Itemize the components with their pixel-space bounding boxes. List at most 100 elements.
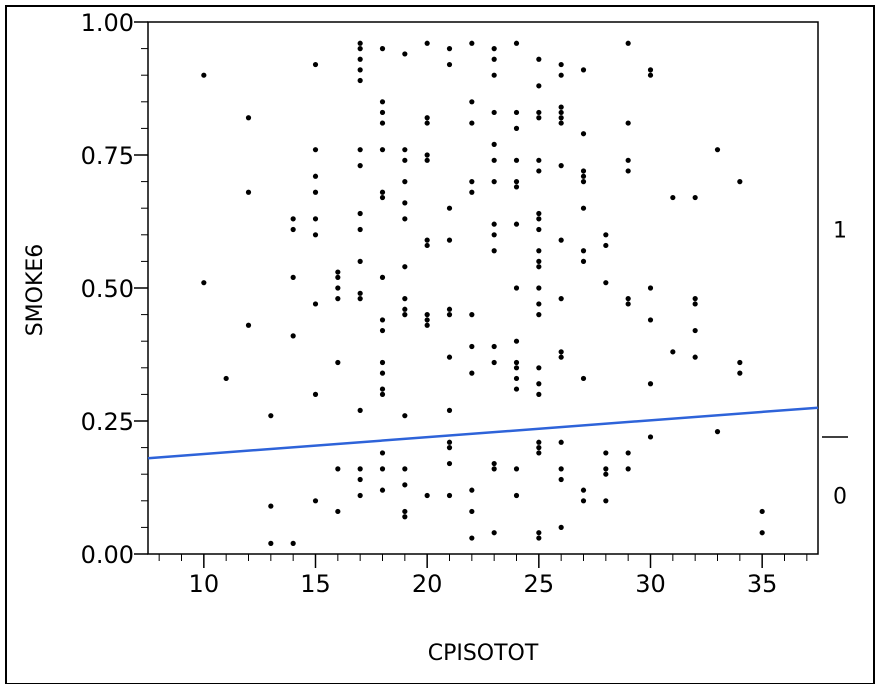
data-point bbox=[312, 301, 319, 307]
data-point bbox=[491, 157, 497, 163]
data-point bbox=[402, 157, 408, 163]
data-point bbox=[558, 476, 564, 483]
data-point bbox=[647, 317, 654, 323]
data-point bbox=[379, 327, 386, 334]
data-point bbox=[625, 168, 631, 174]
data-point bbox=[201, 72, 207, 78]
data-point bbox=[491, 221, 497, 227]
data-point bbox=[312, 61, 319, 68]
data-point bbox=[647, 67, 654, 73]
data-point bbox=[424, 120, 430, 126]
data-point bbox=[424, 40, 430, 46]
data-point bbox=[491, 56, 497, 62]
data-point bbox=[379, 450, 386, 456]
data-point bbox=[536, 258, 542, 264]
data-point bbox=[625, 301, 631, 307]
x-tick-label: 25 bbox=[524, 570, 555, 598]
data-point bbox=[536, 285, 542, 291]
data-point bbox=[446, 407, 453, 413]
data-point bbox=[312, 147, 319, 153]
data-point bbox=[424, 317, 430, 323]
data-point bbox=[312, 232, 319, 238]
data-point bbox=[513, 386, 520, 392]
data-point bbox=[536, 109, 542, 116]
data-point bbox=[402, 179, 408, 185]
data-point bbox=[625, 466, 631, 472]
data-point bbox=[558, 163, 564, 169]
data-point bbox=[402, 147, 408, 153]
data-points bbox=[201, 40, 765, 546]
data-point bbox=[357, 466, 363, 472]
data-point bbox=[536, 248, 542, 254]
data-point bbox=[513, 125, 520, 131]
data-point bbox=[357, 210, 363, 217]
data-point bbox=[536, 83, 542, 89]
y-tick-label: 0.50 bbox=[81, 275, 134, 303]
y-tick-label: 1.00 bbox=[81, 9, 134, 37]
data-point bbox=[469, 120, 475, 126]
data-point bbox=[558, 115, 564, 121]
right-category-axis: 10 bbox=[822, 218, 848, 509]
data-point bbox=[491, 46, 497, 52]
data-point bbox=[469, 343, 475, 350]
y-tick-label: 0.25 bbox=[81, 408, 134, 436]
data-point bbox=[402, 51, 408, 57]
data-point bbox=[625, 296, 631, 302]
data-point bbox=[312, 189, 319, 195]
data-point bbox=[580, 205, 587, 211]
data-point bbox=[558, 296, 564, 302]
data-point bbox=[335, 269, 341, 275]
data-point bbox=[536, 439, 542, 445]
data-point bbox=[201, 280, 207, 286]
data-point bbox=[357, 290, 363, 296]
data-point bbox=[357, 296, 363, 302]
data-point bbox=[513, 285, 520, 291]
data-point bbox=[245, 322, 252, 328]
data-point bbox=[580, 131, 587, 137]
data-point bbox=[558, 104, 564, 110]
data-point bbox=[290, 226, 296, 233]
data-point bbox=[446, 445, 453, 451]
data-point bbox=[379, 466, 386, 472]
data-point bbox=[513, 221, 520, 227]
data-point bbox=[513, 466, 520, 472]
right-axis-category-label: 0 bbox=[833, 484, 847, 509]
data-point bbox=[379, 359, 386, 366]
data-point bbox=[290, 274, 296, 280]
data-point bbox=[469, 370, 475, 376]
data-point bbox=[759, 530, 765, 536]
data-point bbox=[603, 466, 609, 472]
data-point bbox=[536, 445, 542, 451]
data-point bbox=[580, 179, 587, 185]
data-point bbox=[402, 306, 408, 312]
data-point bbox=[536, 391, 542, 397]
outer-frame bbox=[5, 5, 875, 684]
data-point bbox=[603, 471, 609, 477]
data-point bbox=[491, 530, 497, 536]
data-point bbox=[290, 540, 296, 546]
data-point bbox=[469, 508, 475, 515]
data-point bbox=[357, 77, 363, 84]
data-point bbox=[402, 413, 408, 419]
data-point bbox=[737, 359, 743, 366]
data-point bbox=[536, 312, 542, 318]
data-point bbox=[402, 200, 408, 206]
data-point bbox=[379, 147, 386, 153]
data-point bbox=[580, 173, 587, 179]
data-point bbox=[536, 157, 542, 163]
data-point bbox=[536, 530, 542, 536]
data-point bbox=[536, 450, 542, 456]
right-axis-category-label: 1 bbox=[833, 218, 847, 243]
data-point bbox=[513, 375, 520, 382]
data-point bbox=[268, 503, 274, 509]
data-point bbox=[536, 210, 542, 217]
data-point bbox=[647, 72, 654, 78]
data-point bbox=[379, 386, 386, 392]
data-point bbox=[692, 296, 698, 302]
data-point bbox=[647, 381, 654, 387]
data-point bbox=[536, 264, 542, 270]
data-point bbox=[357, 46, 363, 52]
data-point bbox=[379, 370, 386, 376]
data-point bbox=[357, 56, 363, 62]
data-point bbox=[558, 109, 564, 116]
